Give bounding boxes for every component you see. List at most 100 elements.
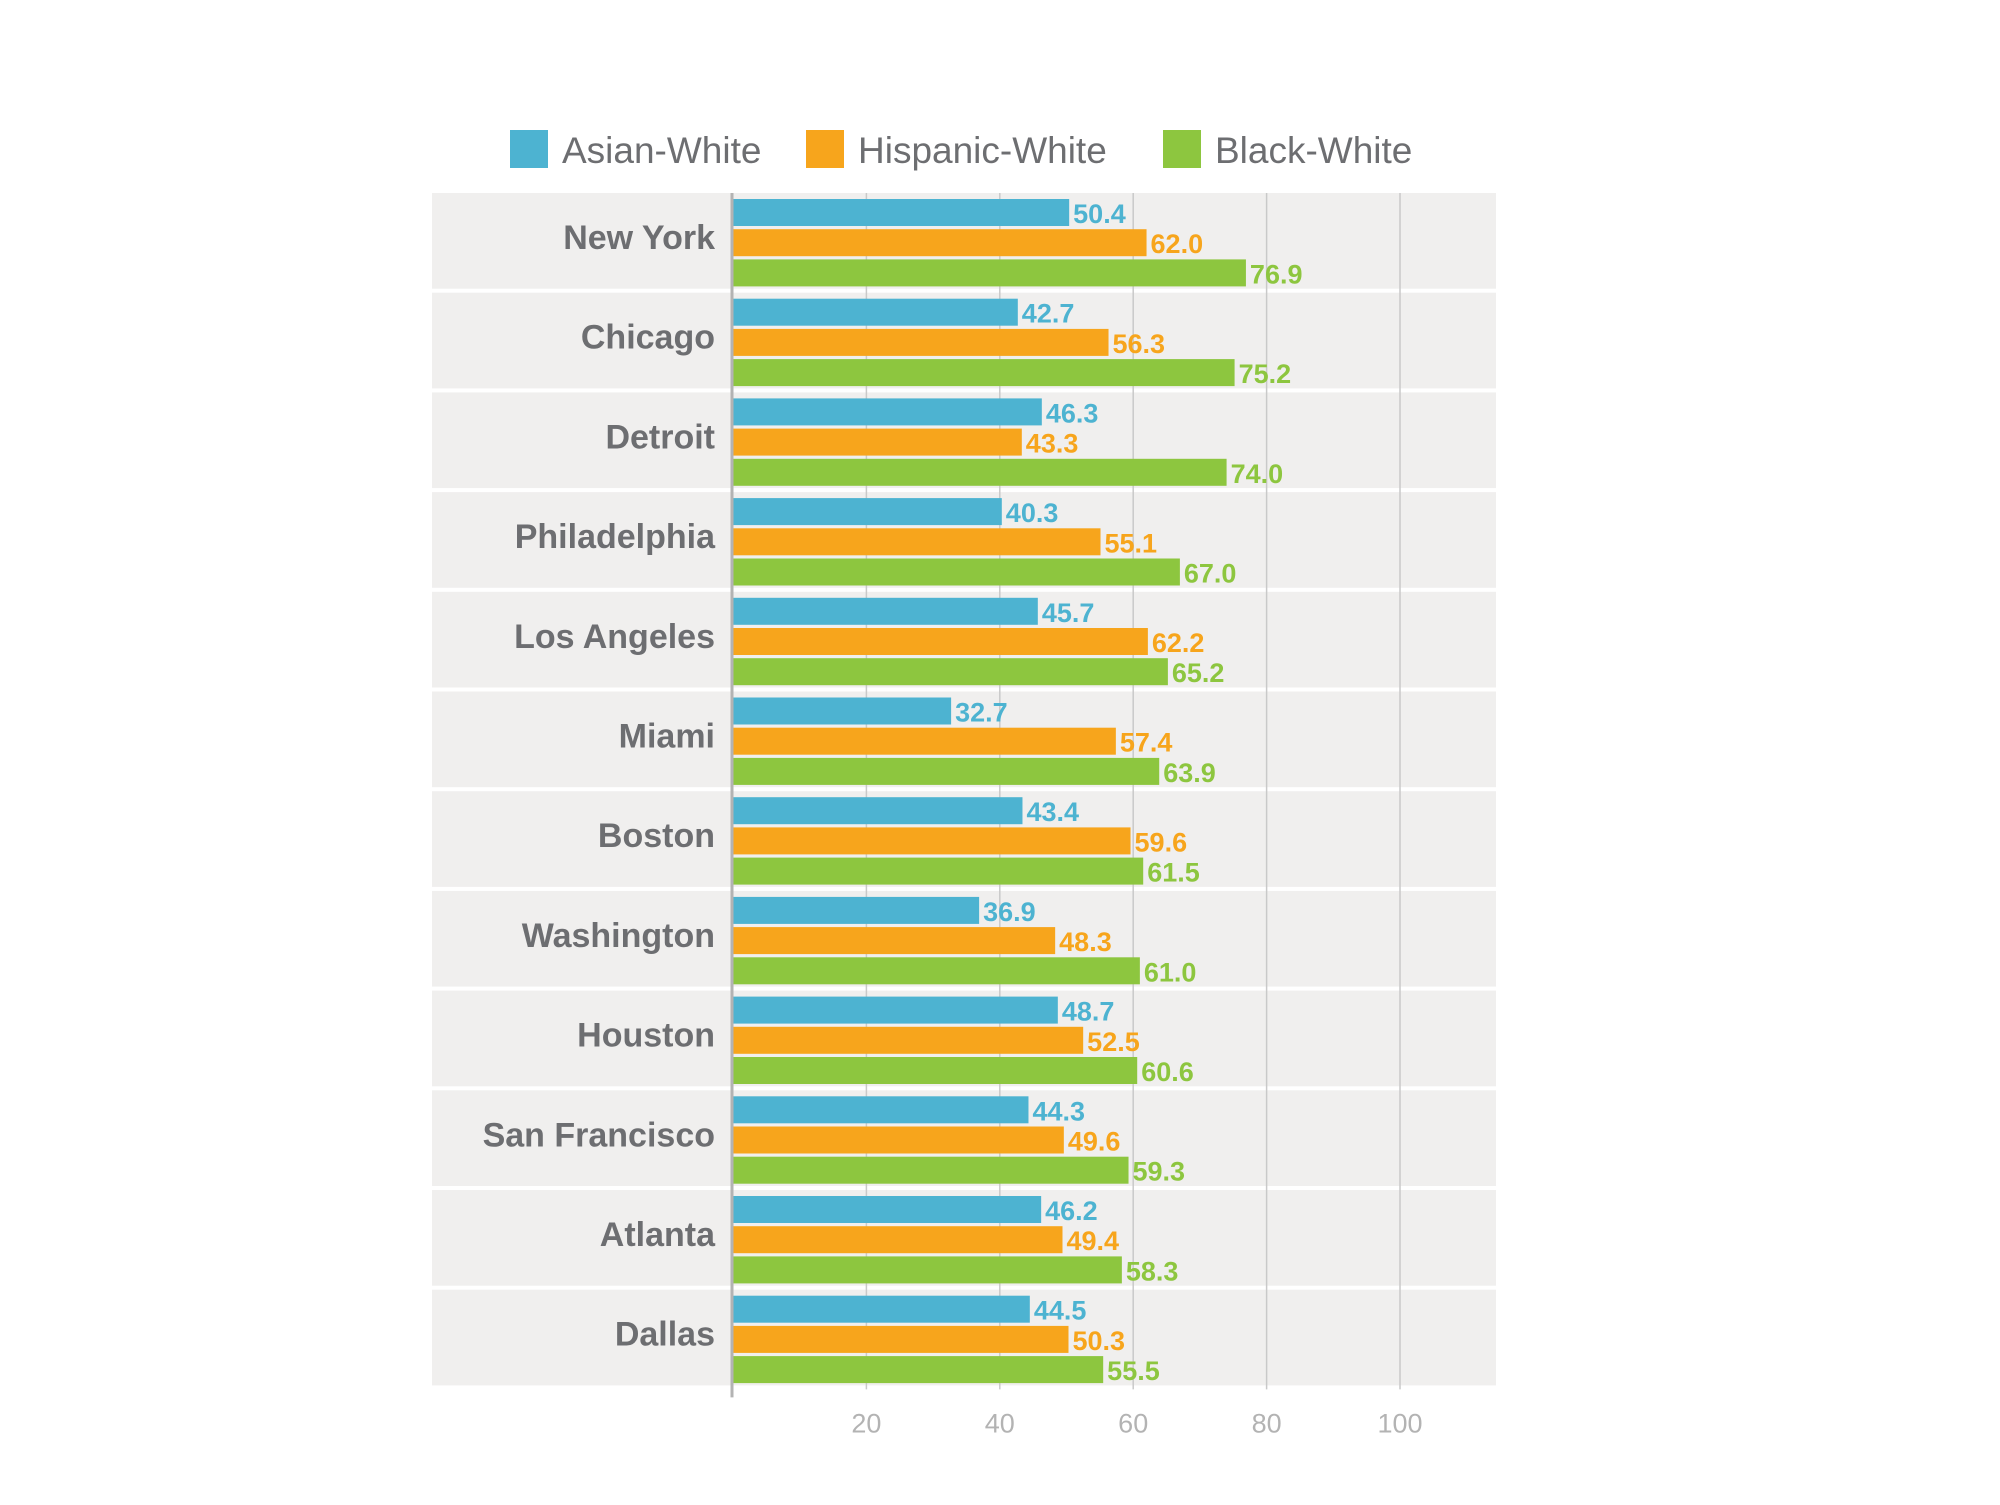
bar [733, 1196, 1042, 1223]
labels: 50.4 62.0 76.9 New York 42.7 56.3 75.2 Chicago 4… [483, 199, 1303, 1386]
data-label: 44.3 [1032, 1096, 1085, 1126]
bar [733, 458, 1227, 486]
tick-label: 60 [1118, 1408, 1148, 1438]
bar [733, 857, 1144, 885]
bar [733, 428, 1022, 456]
bar [733, 298, 1018, 326]
data-label: 63.9 [1163, 758, 1216, 788]
bars [733, 199, 1246, 1384]
data-label: 52.5 [1087, 1027, 1140, 1057]
bar [733, 957, 1140, 985]
data-label: 74.0 [1231, 459, 1284, 489]
bar [733, 528, 1101, 556]
data-label: 43.4 [1026, 797, 1079, 827]
legend-label-asian-white: Asian-White [562, 130, 761, 171]
category-label: Houston [577, 1017, 715, 1055]
bar [733, 1057, 1138, 1084]
data-label: 32.7 [955, 698, 1008, 728]
x-axis: 20 40 60 80 100 [730, 193, 1423, 1438]
legend-swatch-asian-white [510, 130, 548, 168]
data-label: 55.1 [1105, 528, 1158, 558]
data-label: 62.0 [1151, 229, 1204, 259]
tick-label: 100 [1377, 1408, 1422, 1438]
data-label: 76.9 [1250, 259, 1303, 289]
legend: Asian-White Hispanic-White Black-White [510, 130, 1412, 171]
bar [733, 597, 1038, 625]
bar [733, 398, 1042, 426]
bar [733, 1226, 1063, 1254]
data-label: 46.2 [1045, 1196, 1098, 1226]
category-label: Philadelphia [515, 518, 716, 556]
bar [733, 757, 1160, 785]
tick-label: 20 [851, 1408, 881, 1438]
category-label: Detroit [605, 418, 715, 456]
bar [733, 1356, 1104, 1384]
category-label: Dallas [615, 1316, 715, 1354]
data-label: 59.6 [1135, 827, 1188, 857]
data-label: 67.0 [1184, 559, 1237, 589]
tick-label: 40 [985, 1408, 1015, 1438]
bar [733, 658, 1168, 686]
data-label: 49.6 [1068, 1127, 1121, 1157]
data-label: 46.3 [1046, 398, 1099, 428]
category-label: Washington [522, 917, 715, 955]
bar [733, 927, 1056, 955]
gridlines [865, 193, 1401, 1390]
legend-swatch-black-white [1163, 130, 1201, 168]
bar [733, 628, 1148, 655]
bar [733, 697, 952, 725]
bar [733, 1156, 1129, 1184]
tick-label: 80 [1252, 1408, 1282, 1438]
category-label: Miami [619, 718, 715, 756]
data-label: 62.2 [1152, 628, 1205, 658]
category-label: Atlanta [600, 1216, 716, 1254]
bar [733, 328, 1109, 356]
legend-label-hispanic-white: Hispanic-White [858, 130, 1107, 171]
bar [733, 558, 1180, 586]
data-label: 45.7 [1042, 598, 1095, 628]
data-label: 60.6 [1141, 1057, 1194, 1087]
data-label: 50.3 [1073, 1326, 1126, 1356]
legend-label-black-white: Black-White [1215, 130, 1412, 171]
category-label: New York [563, 219, 715, 257]
bar [733, 1256, 1122, 1284]
bar [733, 1295, 1030, 1323]
bar [733, 1026, 1084, 1054]
data-label: 42.7 [1022, 299, 1075, 329]
category-label: Chicago [581, 319, 715, 357]
category-label: San Francisco [483, 1116, 715, 1154]
data-label: 56.3 [1113, 329, 1166, 359]
data-label: 44.5 [1034, 1296, 1087, 1326]
bar [733, 797, 1023, 825]
data-label: 36.9 [983, 897, 1036, 927]
bar [733, 896, 980, 924]
bar [733, 498, 1002, 526]
data-label: 49.4 [1066, 1226, 1119, 1256]
bar [733, 259, 1246, 287]
data-label: 58.3 [1126, 1256, 1179, 1286]
data-label: 61.0 [1144, 957, 1197, 987]
data-label: 65.2 [1172, 658, 1225, 688]
bar [733, 996, 1058, 1024]
data-label: 43.3 [1026, 429, 1079, 459]
data-label: 61.5 [1147, 858, 1200, 888]
bar [733, 359, 1235, 387]
category-label: Los Angeles [514, 618, 715, 656]
bar [733, 727, 1116, 755]
data-label: 48.3 [1059, 927, 1112, 957]
category-label: Boston [598, 817, 715, 855]
bar [733, 827, 1131, 855]
bar [733, 1325, 1069, 1353]
legend-swatch-hispanic-white [806, 130, 844, 168]
data-label: 57.4 [1120, 728, 1173, 758]
bar [733, 229, 1147, 257]
data-label: 55.5 [1107, 1356, 1160, 1386]
bar [733, 1096, 1029, 1124]
data-label: 75.2 [1239, 359, 1292, 389]
data-label: 48.7 [1062, 997, 1115, 1027]
bar [733, 199, 1070, 226]
data-label: 50.4 [1073, 199, 1126, 229]
data-label: 59.3 [1133, 1157, 1186, 1187]
